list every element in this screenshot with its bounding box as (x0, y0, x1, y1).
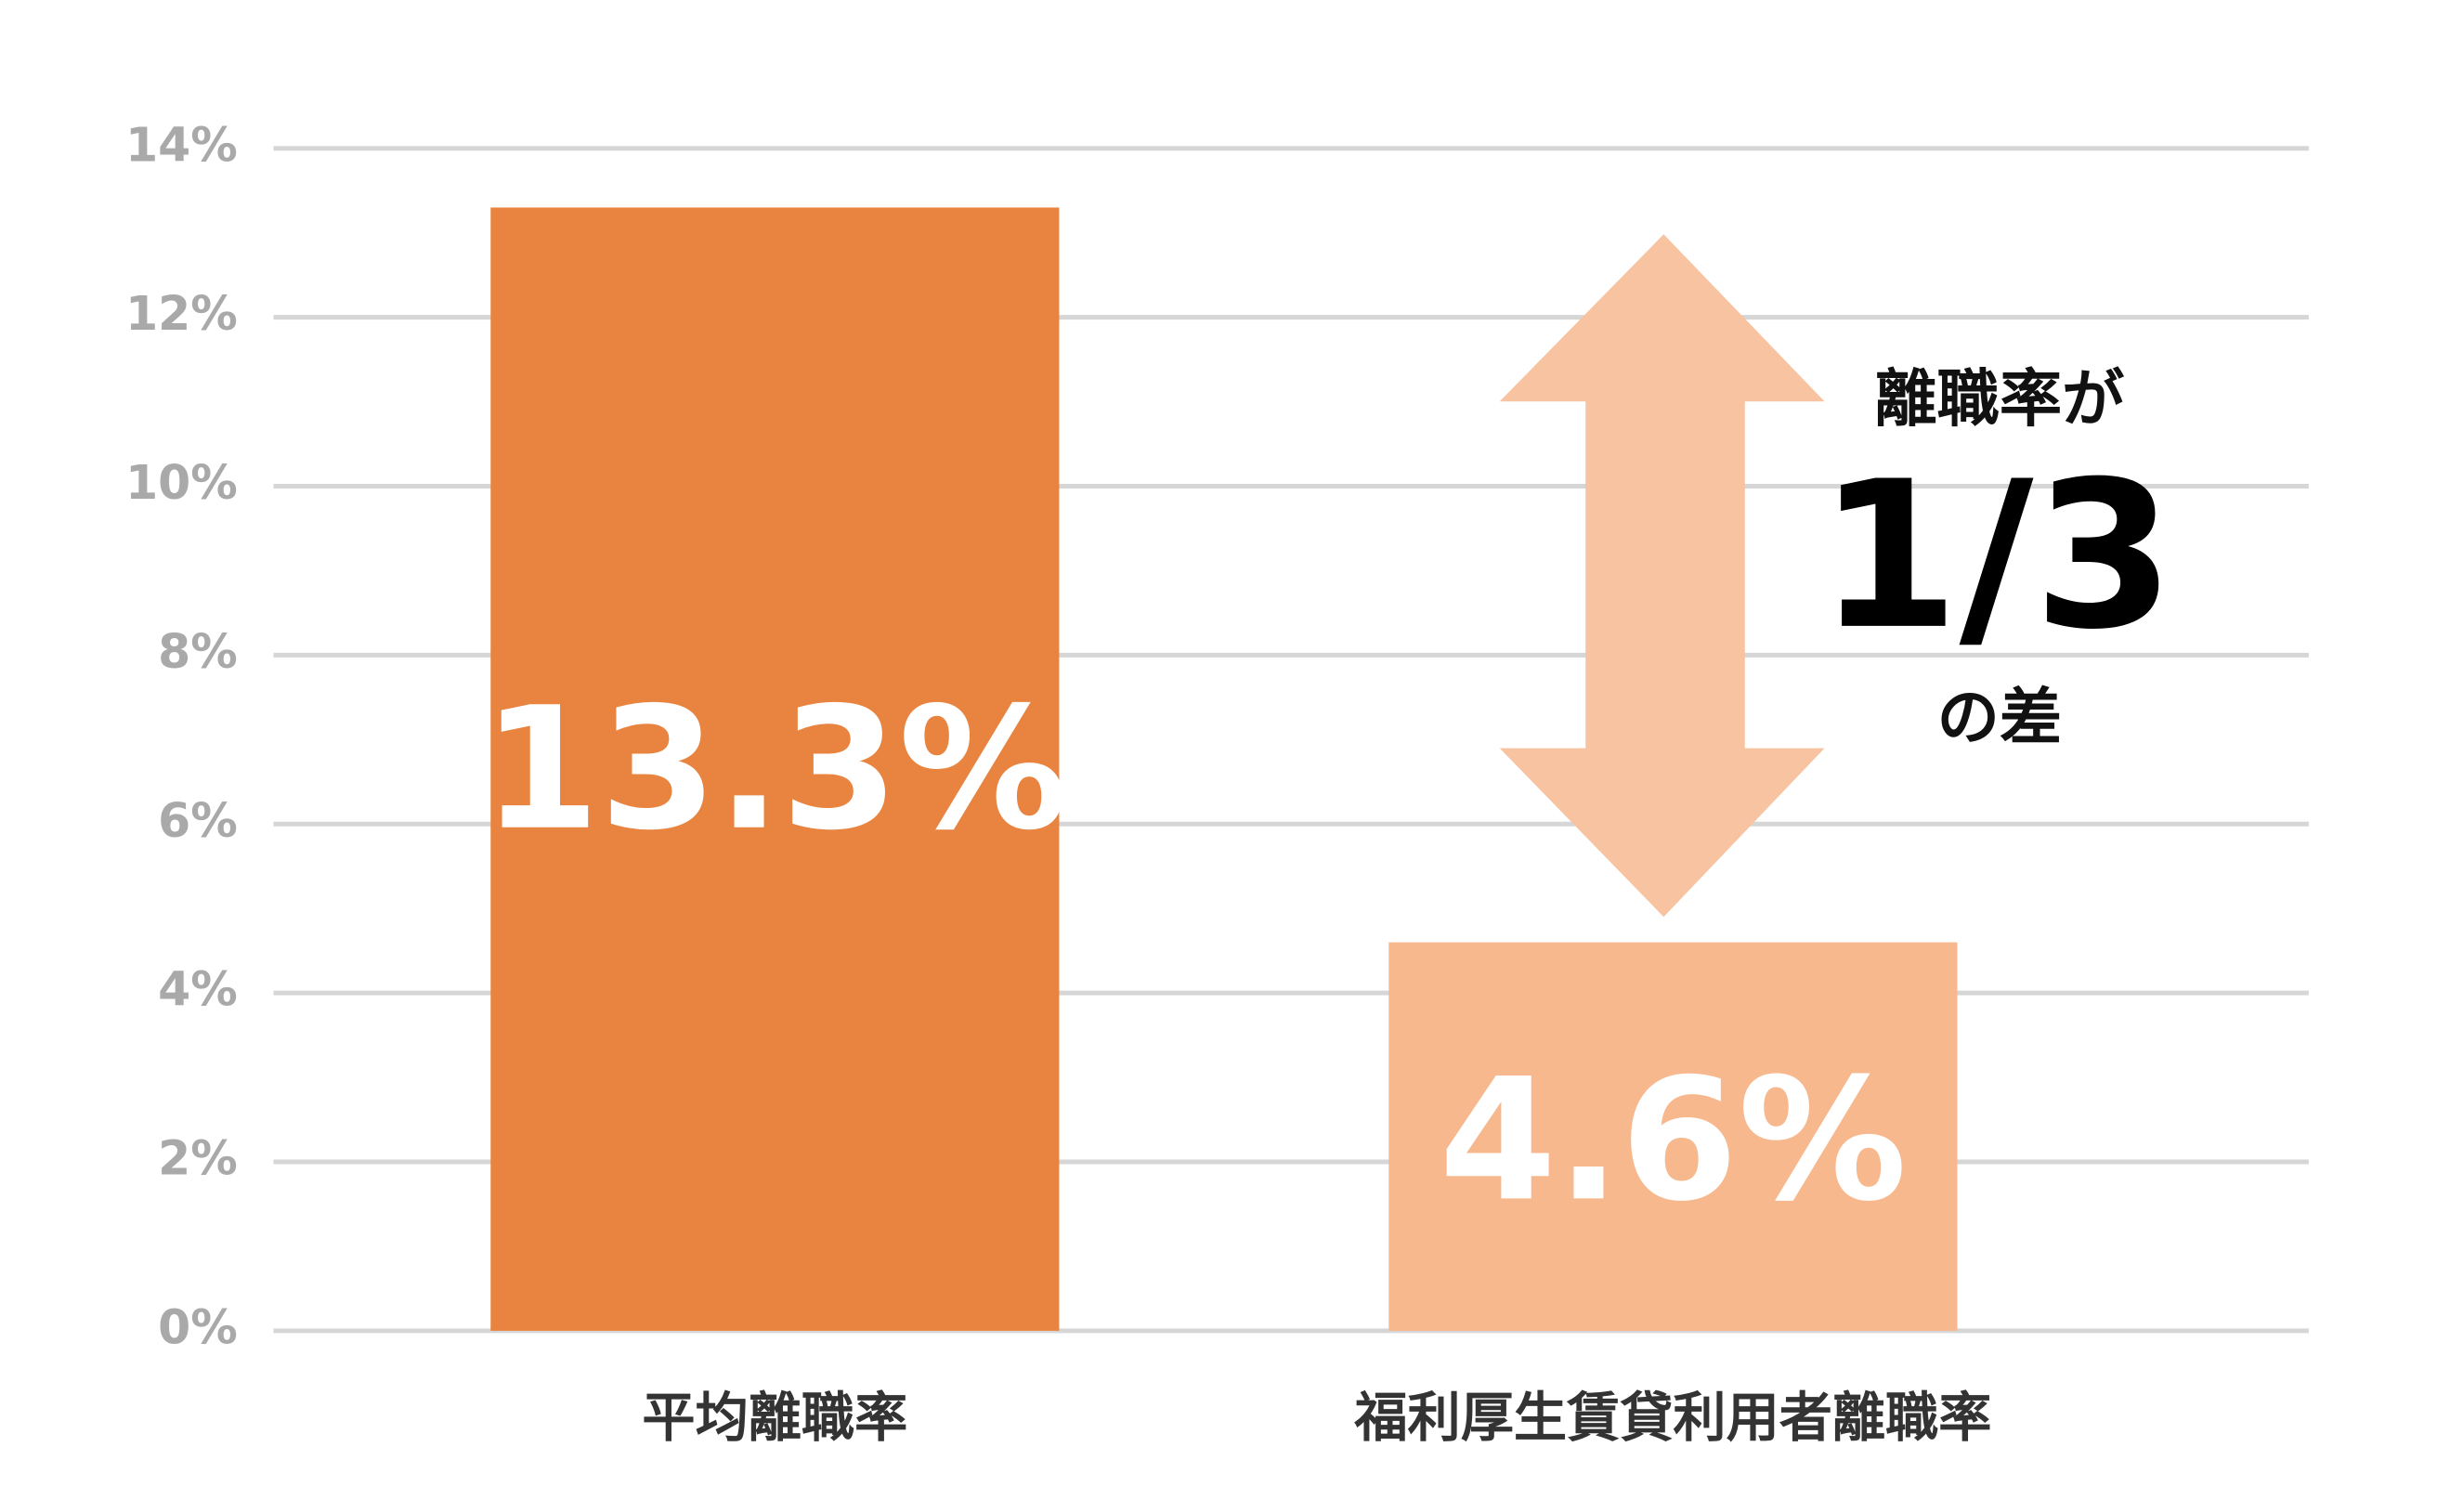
difference-arrow (1499, 234, 1825, 918)
x-tick-label: 福利厚生賃貸利用者離職率 (1353, 1388, 1991, 1449)
y-tick-label: 6% (158, 793, 238, 848)
y-tick-label: 2% (158, 1131, 238, 1186)
annotation-emphasis: 1/3 (1818, 437, 2174, 674)
y-tick-label: 14% (125, 117, 238, 172)
y-tick-label: 12% (125, 286, 238, 341)
y-tick-label: 4% (158, 962, 238, 1017)
x-tick-label: 平均離職率 (642, 1388, 907, 1449)
bar (1388, 942, 1958, 1331)
annotation: の差 (1937, 682, 2063, 754)
annotation: 離職率が (1874, 362, 2124, 435)
bars (490, 207, 1958, 1331)
y-tick-label: 0% (158, 1299, 238, 1354)
y-tick-label: 8% (158, 624, 238, 679)
bar (490, 207, 1060, 1331)
y-tick-label: 10% (125, 455, 238, 510)
value-label: 4.6% (1440, 1041, 1908, 1238)
value-label: 13.3% (482, 671, 1067, 867)
